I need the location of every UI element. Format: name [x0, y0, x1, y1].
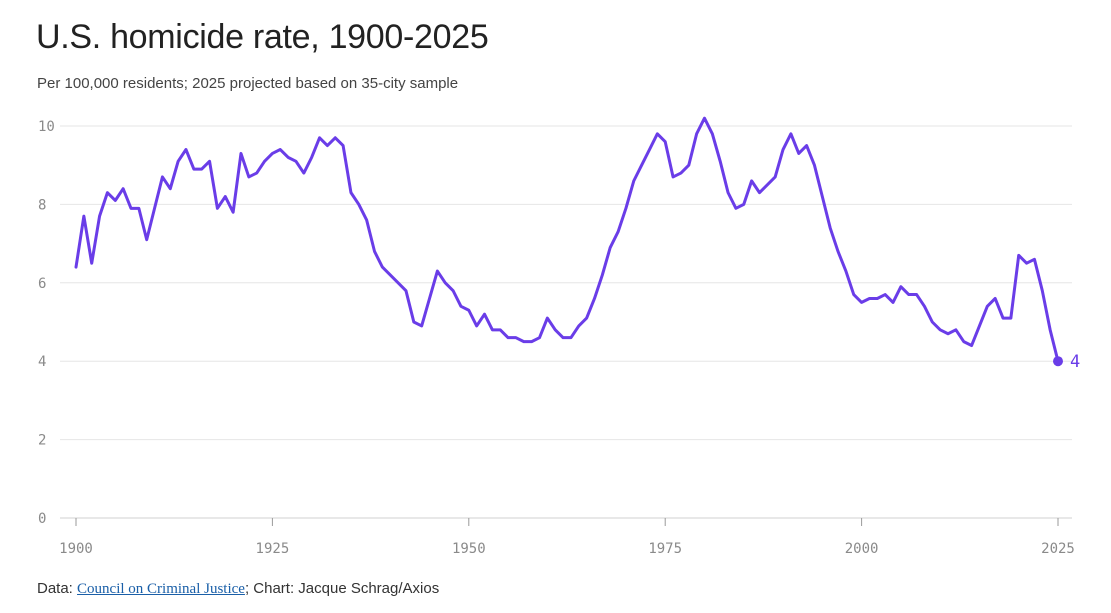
y-tick-label: 0: [38, 511, 46, 527]
x-tick-label: 1975: [648, 541, 682, 557]
chart-footer: Data: Council on Criminal Justice; Chart…: [37, 580, 439, 598]
y-tick-label: 6: [38, 276, 46, 292]
source-link[interactable]: Council on Criminal Justice: [77, 581, 245, 597]
x-tick-label: 1900: [59, 541, 93, 557]
y-tick-label: 2: [38, 433, 46, 449]
x-tick-label: 1925: [256, 541, 290, 557]
end-value-label: 4: [1070, 352, 1080, 372]
chart-title: U.S. homicide rate, 1900-2025: [36, 18, 489, 56]
x-tick-label: 2025: [1041, 541, 1075, 557]
gridlines: [60, 125, 1072, 519]
series-layer: 4: [74, 116, 1080, 372]
end-point-marker: [1053, 356, 1063, 367]
footer-prefix: Data:: [37, 580, 78, 597]
chart-subtitle: Per 100,000 residents; 2025 projected ba…: [37, 75, 459, 92]
footer-suffix: ; Chart: Jacque Schrag/Axios: [244, 580, 440, 597]
y-tick-label: 4: [38, 354, 46, 370]
x-tick-label: 1950: [452, 541, 486, 557]
y-tick-label: 10: [38, 119, 55, 135]
x-tick-label: 2000: [845, 541, 879, 557]
axes: 0 2 4 6 8 10 1900 1925 1950 1975 2000 2025: [38, 119, 1075, 557]
y-tick-label: 8: [38, 197, 46, 213]
series-line: [74, 116, 1060, 363]
